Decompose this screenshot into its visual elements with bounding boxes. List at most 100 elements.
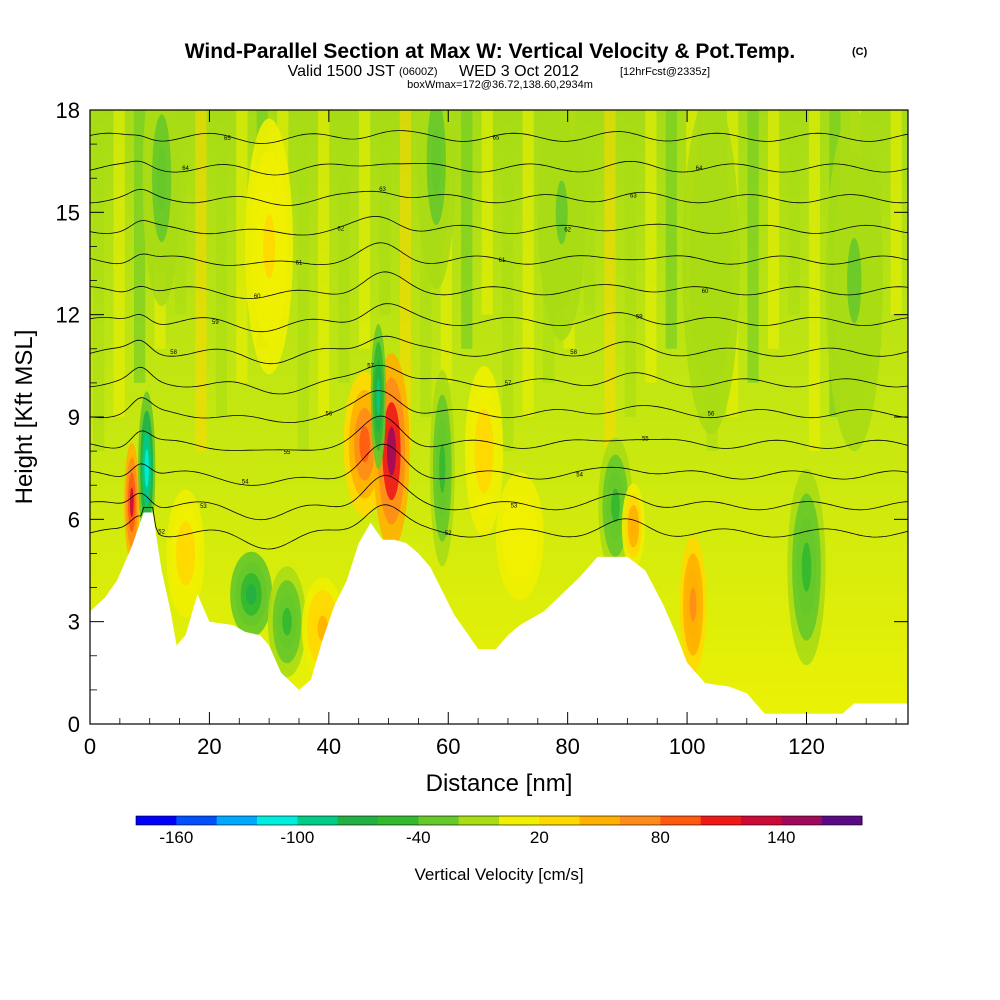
velocity-core: [630, 515, 637, 537]
velocity-streak: [808, 110, 821, 452]
isentrope-label: 63: [379, 187, 386, 193]
y-tick-label: 0: [68, 712, 80, 737]
isentrope-line: [90, 160, 908, 176]
velocity-core: [703, 220, 719, 307]
x-tick-label: 20: [197, 734, 221, 759]
velocity-streak: [358, 110, 371, 349]
velocity-core: [611, 488, 620, 523]
x-tick-label: 120: [788, 734, 825, 759]
colorbar-swatch: [700, 816, 742, 825]
valid-prefix: Valid 1500 JST: [288, 63, 396, 80]
isentrope-label: 54: [576, 472, 583, 478]
isentrope-line: [90, 504, 908, 550]
velocity-streak: [502, 110, 514, 452]
axes: 0 20 40 60 80 100 120 0 3 6 9 12 15 18: [56, 98, 908, 759]
velocity-core: [801, 542, 812, 592]
colorbar-swatch: [741, 816, 782, 825]
valid-fcst: [12hrFcst@2335z]: [620, 66, 710, 78]
velocity-streak: [236, 110, 248, 383]
velocity-streak: [297, 110, 309, 452]
velocity-streak: [522, 110, 534, 417]
isentrope-label: 57: [367, 364, 374, 370]
velocity-streak: [318, 110, 330, 417]
isentrope-label: 58: [570, 350, 577, 356]
y-tick-label: 18: [56, 98, 80, 123]
colorbar-tick-label: 80: [651, 828, 670, 847]
colorbar-swatch: [176, 816, 218, 825]
velocity-streak: [379, 110, 391, 315]
y-tick-label: 12: [56, 303, 80, 328]
isentrope-line: [90, 215, 908, 236]
velocity-streak: [788, 110, 800, 315]
velocity-streak: [195, 110, 207, 452]
colorbar-swatch: [337, 816, 379, 825]
velocity-streak: [665, 110, 677, 349]
velocity-streak: [767, 110, 780, 349]
colorbar: -160 -100 -40 20 80 140: [135, 815, 863, 847]
velocity-streak: [133, 110, 146, 383]
colorbar-swatch: [418, 816, 460, 825]
velocity-core: [847, 237, 862, 324]
x-tick-label: 80: [555, 734, 579, 759]
y-axis-label: Height [Kft MSL]: [11, 330, 38, 505]
isentrope-label: 65: [224, 136, 231, 142]
isentrope-label: 52: [445, 531, 452, 537]
colorbar-swatch: [781, 816, 823, 825]
x-axis-label: Distance [nm]: [426, 770, 573, 797]
velocity-core: [431, 129, 442, 194]
colorbar-swatch: [458, 816, 500, 825]
velocity-streak: [215, 110, 228, 417]
colorbar-label: Vertical Velocity [cm/s]: [414, 865, 583, 884]
isentrope-line: [90, 474, 908, 521]
valid-utc: (0600Z): [399, 66, 438, 78]
plot-area: 52 52 53 53 54 54 55 55 56 56 57 57 58 58 59 59 60 60 61 61…: [90, 110, 908, 724]
colorbar-frame: [135, 815, 863, 826]
velocity-core: [386, 426, 397, 476]
colorbar-tick-label: 20: [530, 828, 549, 847]
velocity-core: [282, 607, 292, 636]
velocity-core: [513, 520, 526, 553]
isentrope-label: 59: [636, 315, 643, 321]
isentrope-label: 56: [708, 412, 715, 418]
isentrope-label: 60: [254, 294, 261, 300]
velocity-core: [263, 214, 276, 279]
y-tick-label: 3: [68, 610, 80, 635]
isentrope-label: 61: [499, 258, 506, 264]
velocity-core: [479, 429, 489, 473]
colorbar-swatch: [257, 816, 298, 825]
x-tick-label: 0: [84, 734, 96, 759]
colorbar-swatch: [216, 816, 258, 825]
colorbar-tick-label: -160: [159, 828, 193, 847]
velocity-streak: [481, 110, 493, 315]
isentrope-label: 65: [493, 135, 500, 141]
colorbar-swatch: [378, 816, 419, 825]
isentrope-line: [90, 415, 908, 451]
isentrope-label: 63: [630, 194, 637, 200]
velocity-streak: [583, 110, 596, 315]
colorbar-swatch: [579, 816, 621, 825]
terrain-mask: [90, 512, 908, 724]
velocity-core: [156, 146, 167, 211]
y-tick-label: 9: [68, 405, 80, 430]
isentrope-label: 54: [242, 480, 249, 486]
x-tick-label: 60: [436, 734, 460, 759]
colorbar-tick-label: 140: [767, 828, 795, 847]
isentrope-line: [90, 271, 908, 300]
velocity-streak: [645, 110, 657, 383]
isentrope-label: 52: [158, 530, 165, 536]
chart-title: Wind-Parallel Section at Max W: Vertical…: [185, 40, 868, 63]
isentrope-label: 56: [325, 412, 332, 418]
isentrope-label: 61: [296, 261, 303, 267]
isentrope-label: 62: [564, 227, 571, 233]
isentrope-label: 62: [337, 226, 344, 232]
colorbar-tick-label: -40: [406, 828, 431, 847]
velocity-core: [129, 487, 134, 518]
isentrope-label: 58: [170, 350, 177, 356]
box-wmax-line: boxWmax=172@36.72,138.60,2934m: [407, 79, 593, 91]
y-tick-label: 6: [68, 507, 80, 532]
velocity-core: [439, 443, 446, 493]
y-tick-label: 15: [56, 200, 80, 225]
colorbar-swatch: [539, 816, 581, 825]
colorbar-swatch: [499, 816, 540, 825]
